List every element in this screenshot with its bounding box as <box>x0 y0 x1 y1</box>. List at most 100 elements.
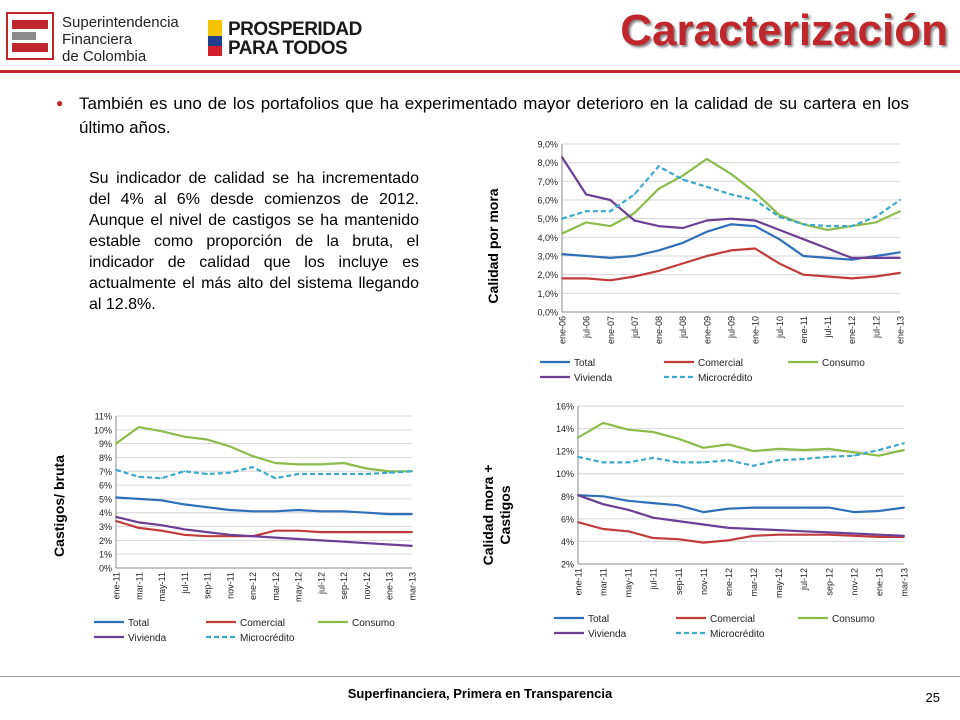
x-tick-label: sep-12 <box>824 568 834 596</box>
x-tick-label: mar-12 <box>749 568 759 597</box>
data-point <box>388 543 391 546</box>
prosperidad-line-1: PROSPERIDAD <box>228 19 362 40</box>
y-tick-label: 1,0% <box>537 289 558 299</box>
data-point <box>874 256 877 259</box>
footer-divider <box>0 676 960 677</box>
series-line-comercial <box>562 247 901 282</box>
data-point <box>903 449 905 451</box>
series-line-microcredito <box>577 442 905 467</box>
y-tick-label: 3% <box>99 522 112 532</box>
x-tick-label: ene-12 <box>248 572 258 600</box>
x-tick-label: ene-11 <box>574 568 584 595</box>
legend-label: Vivienda <box>128 633 167 644</box>
y-tick-label: 8,0% <box>537 158 558 168</box>
data-point <box>777 459 780 462</box>
data-point <box>137 498 140 500</box>
data-point <box>702 523 705 526</box>
data-point <box>878 454 880 457</box>
data-point <box>777 533 780 536</box>
chart2-ylabel: Castigos/ bruta <box>51 455 67 557</box>
data-point <box>342 510 345 513</box>
data-point <box>115 520 117 522</box>
data-point <box>602 495 604 498</box>
data-point <box>827 531 830 534</box>
x-tick-label: ene-11 <box>799 316 809 343</box>
data-point <box>228 533 231 536</box>
data-point <box>754 219 757 222</box>
x-tick-label: ene-07 <box>606 316 616 344</box>
data-point <box>802 273 805 276</box>
legend-label: Vivienda <box>588 629 627 640</box>
data-point <box>561 253 563 256</box>
data-point <box>802 506 805 509</box>
chart-castigos-bruta: 0% 1% 2% 3% 4% 5% 6% 7% 8% 9% 10% 11% ene-11 mar-11 ma… <box>94 412 418 645</box>
data-point <box>777 506 780 509</box>
data-point <box>852 532 855 535</box>
y-tick-label: 4% <box>561 537 574 547</box>
series-line-vivienda <box>115 515 413 547</box>
data-point <box>705 255 708 257</box>
bullet-icon: ● <box>56 96 64 110</box>
sfc-emblem-icon <box>6 12 54 60</box>
series-line-comercial <box>577 521 904 544</box>
x-tick-label: jul-11 <box>180 572 190 594</box>
chart3-ylabel: Calidad mora + Castigos <box>480 450 514 580</box>
data-point <box>577 455 579 458</box>
series-line-total <box>115 496 412 516</box>
series-line-microcredito <box>561 165 901 228</box>
legend-label: Comercial <box>710 614 755 625</box>
data-point <box>827 455 830 458</box>
data-point <box>251 535 254 538</box>
data-point <box>297 538 300 540</box>
data-point <box>777 529 780 532</box>
data-point <box>183 528 186 531</box>
data-point <box>609 279 612 282</box>
data-point <box>561 232 563 235</box>
x-tick-label: sep-12 <box>339 572 349 600</box>
data-point <box>633 219 636 222</box>
data-point <box>206 531 208 533</box>
y-tick-label: 0,0% <box>537 308 558 318</box>
data-point <box>702 461 705 464</box>
data-point <box>657 187 660 190</box>
data-point <box>274 510 277 513</box>
data-point <box>826 228 829 231</box>
y-tick-label: 5,0% <box>537 214 558 224</box>
x-tick-label: jul-09 <box>727 316 737 339</box>
data-point <box>411 544 413 547</box>
data-point <box>633 255 636 257</box>
chart-calidad-mora: 0,0% 1,0% 2,0% 3,0% 4,0% 5,0% 6,0% 7,0% 8,0% 9,0%… <box>537 140 905 385</box>
data-point <box>411 513 413 516</box>
data-point <box>602 503 604 506</box>
x-tick-label: nov-12 <box>362 572 372 600</box>
data-point <box>585 193 588 196</box>
data-point <box>609 199 612 201</box>
data-point <box>365 542 368 545</box>
data-point <box>705 219 708 222</box>
data-point <box>730 249 732 252</box>
x-tick-label: nov-12 <box>849 568 859 596</box>
data-point <box>297 463 300 466</box>
data-point <box>251 510 254 513</box>
data-point <box>228 445 231 448</box>
data-point <box>778 262 781 265</box>
legend-label: Comercial <box>698 358 743 369</box>
chart3-ylabel-line-1: Calidad mora + <box>480 464 496 566</box>
series-line-consumo <box>115 426 412 473</box>
data-point <box>206 506 208 509</box>
data-point <box>754 191 757 194</box>
data-point <box>115 515 117 518</box>
data-point <box>342 473 345 475</box>
data-point <box>850 225 853 228</box>
y-tick-label: 14% <box>556 424 574 434</box>
data-point <box>342 531 345 533</box>
data-point <box>752 506 755 509</box>
data-point <box>115 496 117 499</box>
data-point <box>388 531 391 533</box>
data-point <box>681 262 684 265</box>
data-point <box>577 521 579 524</box>
x-tick-label: mar-12 <box>271 572 281 601</box>
data-point <box>320 510 322 513</box>
data-point <box>160 529 163 532</box>
data-point <box>730 217 732 220</box>
